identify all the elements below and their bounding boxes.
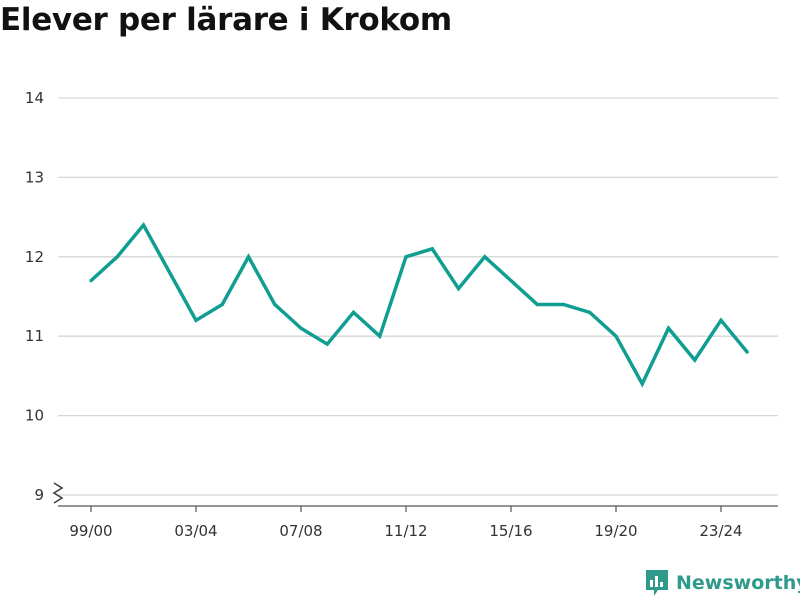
data-point xyxy=(640,382,644,386)
data-point xyxy=(719,318,723,322)
x-tick-label: 99/00 xyxy=(69,522,112,540)
data-point xyxy=(745,350,749,354)
data-point xyxy=(509,279,513,283)
brand-name: Newsworthy xyxy=(676,572,800,594)
data-point xyxy=(561,302,566,307)
y-tick-label: 12 xyxy=(25,248,44,266)
data-point xyxy=(273,302,277,307)
data-point xyxy=(378,334,382,338)
data-point xyxy=(666,326,671,330)
data-point xyxy=(115,255,119,259)
data-point xyxy=(404,255,408,259)
data-point xyxy=(325,342,329,346)
x-tick-label: 03/04 xyxy=(174,522,217,540)
y-tick-label: 13 xyxy=(25,168,44,186)
x-axis-tick-labels: 99/00 03/04 07/08 11/12 15/16 19/20 23/24 xyxy=(69,522,742,540)
y-tick-label: 14 xyxy=(25,89,44,107)
data-point xyxy=(299,326,303,330)
data-point xyxy=(246,255,251,259)
data-point xyxy=(194,318,198,322)
data-point xyxy=(141,223,146,227)
data-point xyxy=(588,310,592,314)
data-point xyxy=(351,310,356,314)
series-line xyxy=(89,221,749,388)
data-point xyxy=(168,271,172,275)
x-tick-label: 07/08 xyxy=(279,522,322,540)
x-tick-label: 11/12 xyxy=(384,522,427,540)
axis-break-icon xyxy=(52,482,64,504)
y-tick-label: 10 xyxy=(25,407,44,425)
y-axis-tick-labels: 9 10 11 12 13 14 xyxy=(25,89,64,504)
y-tick-label: 9 xyxy=(34,486,44,504)
x-axis xyxy=(58,505,778,512)
series-group xyxy=(89,221,749,388)
data-point xyxy=(220,302,224,307)
data-point xyxy=(535,302,539,307)
y-tick-label: 11 xyxy=(25,327,44,345)
data-point xyxy=(456,286,461,291)
data-point xyxy=(693,358,697,362)
data-point xyxy=(483,255,487,259)
x-tick-label: 15/16 xyxy=(489,522,532,540)
data-point xyxy=(89,279,93,283)
newsworthy-brand: Newsworthy xyxy=(644,568,800,598)
x-tick-label: 19/20 xyxy=(594,522,637,540)
gridlines xyxy=(58,97,778,496)
data-point xyxy=(430,247,434,251)
data-point xyxy=(614,334,618,338)
x-tick-label: 23/24 xyxy=(699,522,742,540)
newsworthy-logo-icon xyxy=(646,570,668,596)
chart-title: Elever per lärare i Krokom xyxy=(0,2,452,38)
